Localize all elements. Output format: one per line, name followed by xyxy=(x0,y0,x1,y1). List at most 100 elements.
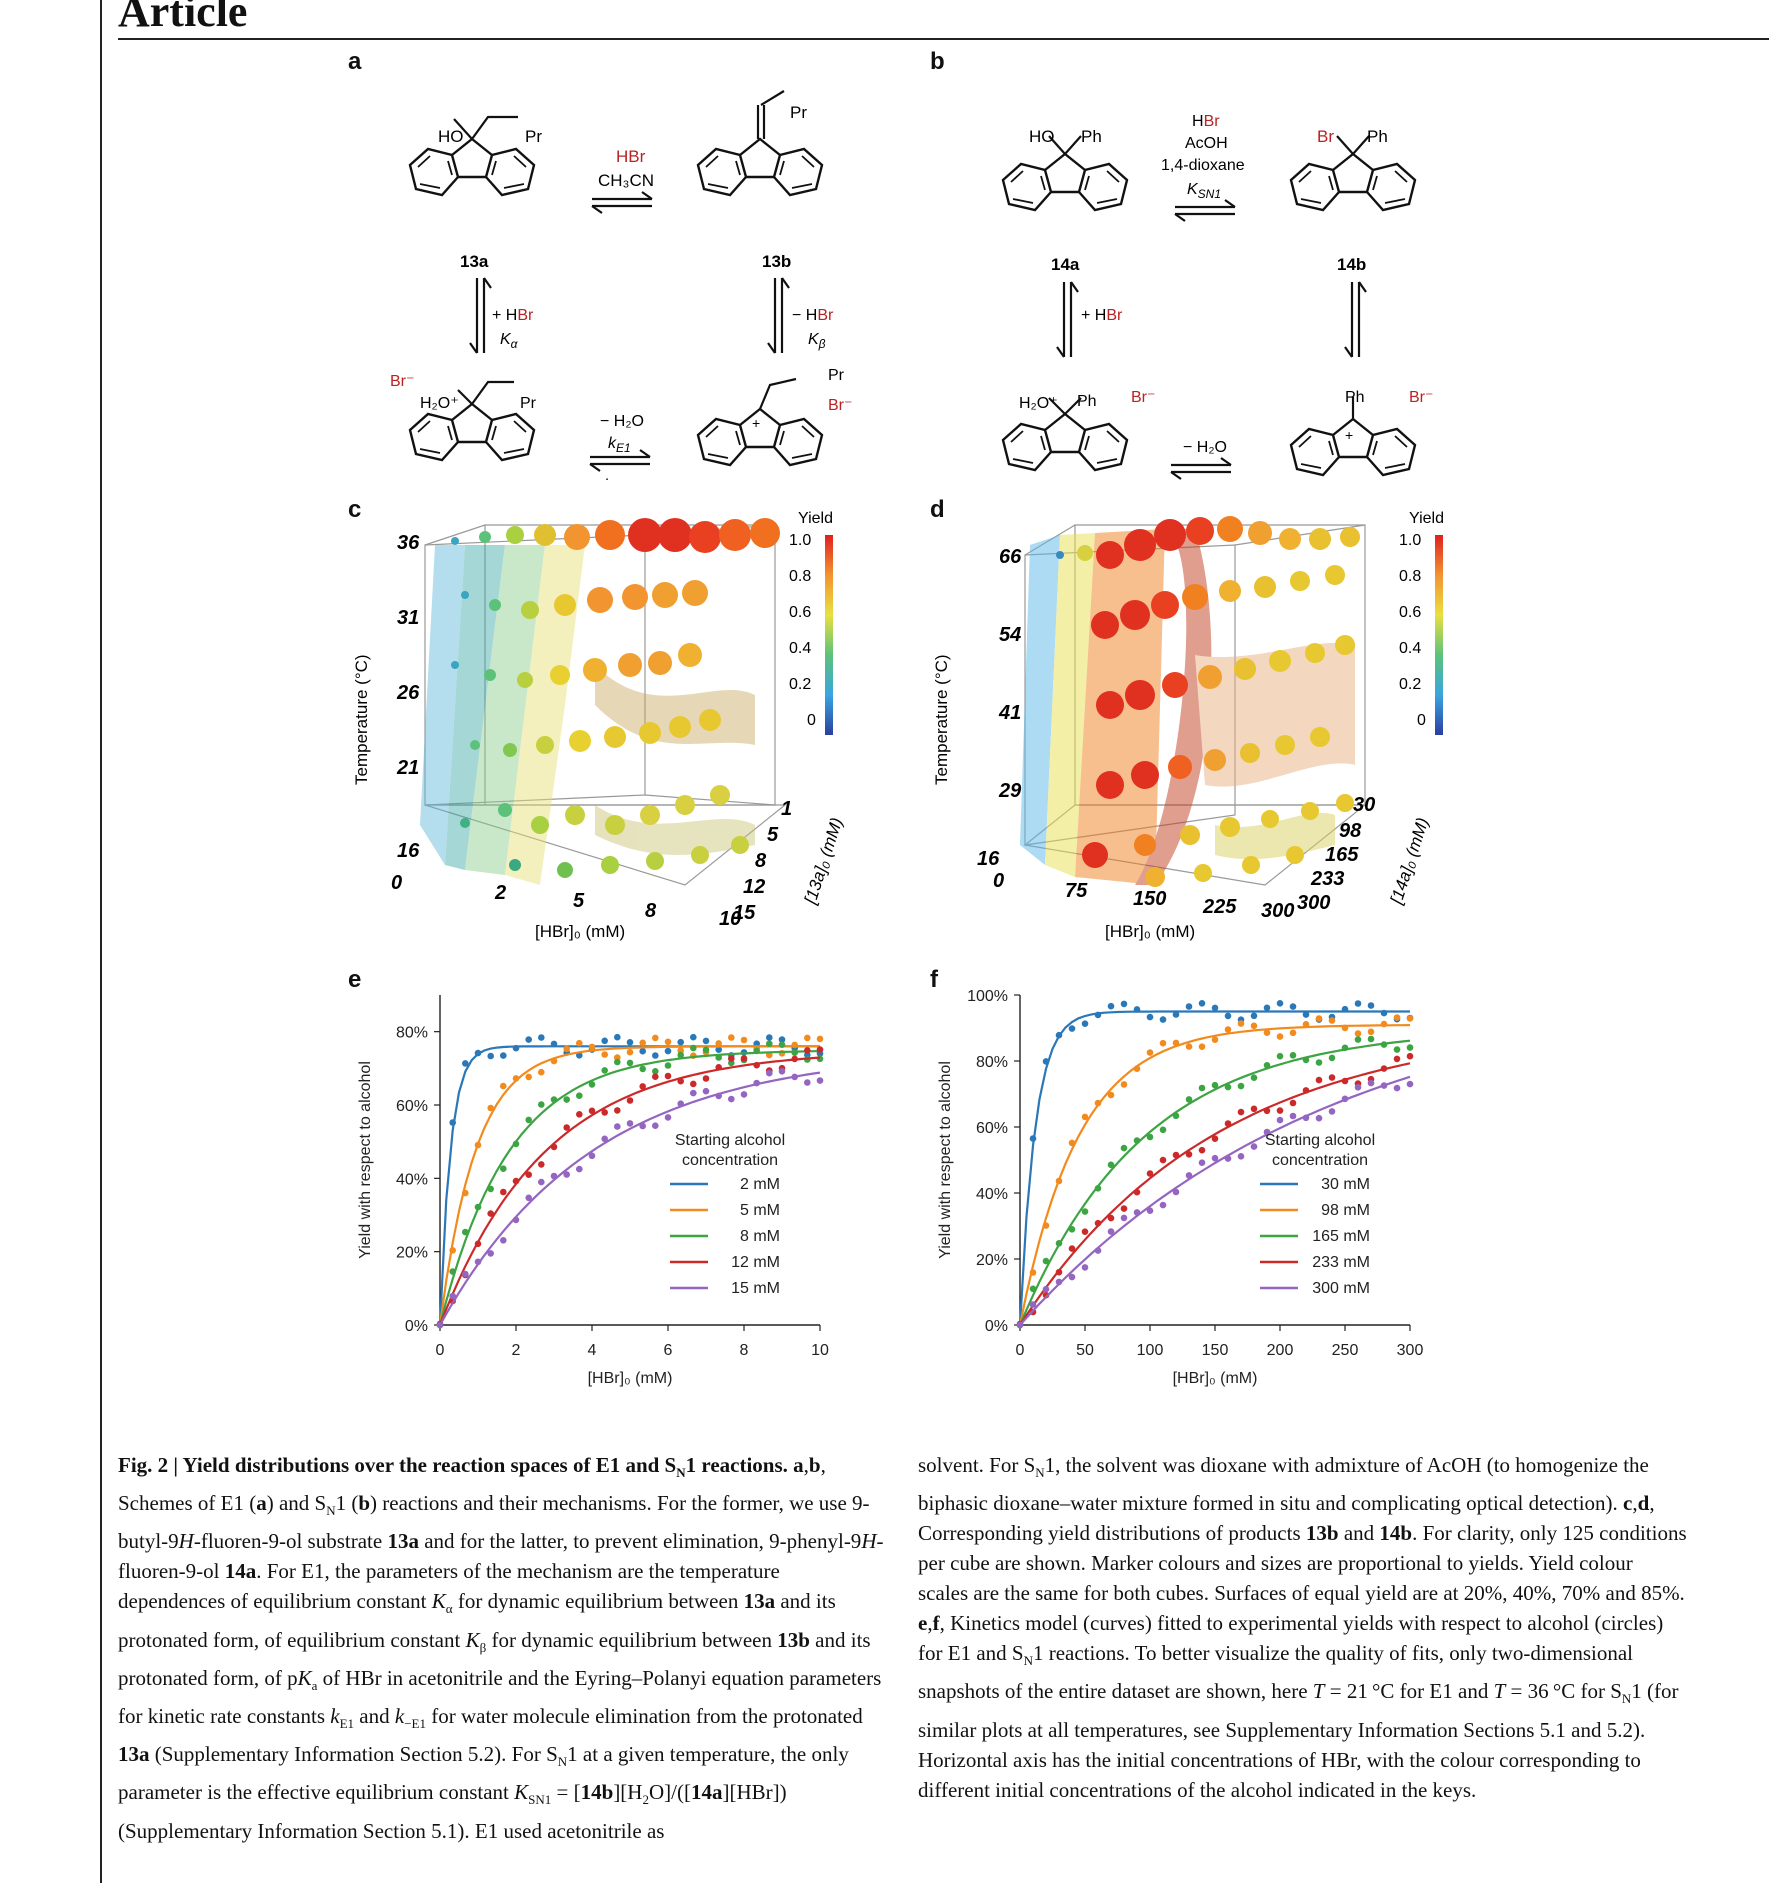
compound-14a-structure xyxy=(1001,135,1129,212)
data-point xyxy=(1120,1144,1128,1152)
x-tick-label: 150 xyxy=(1202,1342,1229,1359)
protonated-14a-structure xyxy=(1001,397,1129,472)
cube-c-cbar-1.0: 1.0 xyxy=(789,532,811,549)
data-point xyxy=(1406,1044,1414,1051)
cube-d-xlabel: [HBr]₀ (mM) xyxy=(1105,922,1195,941)
scheme-a-pr-label-2: Pr xyxy=(790,103,807,122)
cube-d-ztick-233: 233 xyxy=(1310,868,1344,890)
data-point xyxy=(753,1047,760,1055)
caption-run: . For clarity, only 125 conditions per c… xyxy=(918,1521,1687,1606)
data-point xyxy=(1289,1052,1297,1059)
scheme-a-equilibrium-top xyxy=(590,190,654,215)
caption-run: (Supplementary Information Section 5.2).… xyxy=(149,1742,558,1767)
carbocation-14a-structure xyxy=(1289,397,1417,477)
data-point xyxy=(1380,1065,1388,1072)
cube-c-isosurfaces xyxy=(420,545,755,885)
data-point xyxy=(1315,1059,1323,1066)
data-point xyxy=(1081,1264,1089,1271)
caption-run: a xyxy=(256,1491,267,1516)
data-point xyxy=(1328,1017,1336,1024)
data-point xyxy=(1094,1219,1102,1227)
caption-run: 13a xyxy=(118,1742,150,1767)
scheme-b-ph-label-2: Ph xyxy=(1367,127,1388,146)
data-point xyxy=(601,1067,608,1074)
data-point xyxy=(816,1046,824,1053)
legend-title: Starting alcohol xyxy=(675,1132,785,1149)
data-point xyxy=(677,1038,684,1046)
x-tick-label: 200 xyxy=(1267,1342,1294,1359)
data-point xyxy=(1367,1028,1375,1036)
legend-title: Starting alcohol xyxy=(1265,1132,1375,1149)
data-point xyxy=(436,1321,444,1329)
cube-c-xtick-5: 5 xyxy=(573,890,585,912)
caption-run: 14b xyxy=(1379,1521,1413,1546)
data-point xyxy=(715,1054,722,1061)
data-point xyxy=(1237,1153,1245,1160)
cube-c-cbar-0.2: 0.2 xyxy=(789,676,811,693)
panel-label-d: d xyxy=(930,496,945,523)
data-point xyxy=(791,1055,798,1063)
data-point xyxy=(550,1040,558,1048)
cube-c-xlabel: [HBr]₀ (mM) xyxy=(535,922,625,941)
data-point xyxy=(1354,1036,1362,1043)
x-axis-label: [HBr]₀ (mM) xyxy=(588,1370,673,1387)
data-point xyxy=(1094,1185,1102,1192)
data-point xyxy=(652,1052,659,1059)
caption-run: N xyxy=(557,1754,568,1770)
data-point xyxy=(1081,1228,1089,1235)
scheme-b-equilibrium-bottom xyxy=(1169,456,1233,480)
data-point xyxy=(1302,1114,1310,1122)
data-point xyxy=(474,1049,482,1057)
data-point xyxy=(1042,1257,1050,1265)
cube-d-ytick-66: 66 xyxy=(999,546,1022,568)
data-point xyxy=(1341,1095,1349,1103)
data-point xyxy=(512,1140,520,1148)
data-point xyxy=(1198,1159,1206,1166)
data-point xyxy=(1120,1205,1128,1212)
data-point xyxy=(538,1178,545,1186)
data-point xyxy=(626,1120,634,1127)
chart-e-e1-kinetics: 0% 20% 40% 60% 80% 0 2 4 6 8 10 [HBr]₀ (mM) Yield wi… xyxy=(357,995,829,1387)
data-point xyxy=(652,1068,659,1075)
caption-run: H xyxy=(178,1529,194,1554)
cube-c-xtick-10: 10 xyxy=(719,908,741,930)
caption-run: 13b xyxy=(777,1627,810,1652)
legend-title: concentration xyxy=(682,1152,778,1169)
data-point xyxy=(487,1104,494,1112)
data-point xyxy=(1302,1011,1310,1018)
panel-label-a: a xyxy=(348,48,362,75)
caption-column-2: solvent. For SN1, the solvent was dioxan… xyxy=(918,1450,1688,1805)
y-tick-label: 60% xyxy=(976,1120,1008,1137)
data-point xyxy=(1198,1084,1206,1092)
data-point xyxy=(601,1037,608,1045)
cube-c-cbar-0.8: 0.8 xyxy=(789,568,811,585)
scheme-b-ph-label-4: Ph xyxy=(1345,389,1365,406)
data-point xyxy=(1068,1273,1076,1281)
caption-run: Fig. 2 | Yield distributions over the re… xyxy=(118,1453,677,1477)
cube-c-colorbar xyxy=(825,535,833,735)
data-point xyxy=(1211,1154,1219,1162)
x-axis-label: [HBr]₀ (mM) xyxy=(1173,1370,1258,1387)
data-point xyxy=(1328,1074,1336,1081)
y-tick-label: 40% xyxy=(976,1186,1008,1203)
data-point xyxy=(626,1059,634,1067)
x-tick-label: 10 xyxy=(811,1342,829,1359)
data-point xyxy=(525,1036,532,1043)
scheme-b-equilibrium-left xyxy=(1055,280,1080,359)
y-tick-label: 80% xyxy=(396,1025,428,1042)
data-point xyxy=(652,1034,659,1042)
data-point xyxy=(1068,1245,1076,1252)
caption-column-1: Fig. 2 | Yield distributions over the re… xyxy=(118,1450,888,1846)
data-point xyxy=(1107,1214,1115,1222)
scheme-b-hbr-reagent: HBr xyxy=(1192,113,1220,130)
data-point xyxy=(1133,1209,1141,1216)
data-point xyxy=(614,1058,621,1066)
data-point xyxy=(664,1072,672,1080)
data-point xyxy=(1185,1172,1193,1179)
chart-f-sn1-kinetics: 0% 20% 40% 60% 80% 100% 0 50 100 150 200 250 300 [HBr… xyxy=(937,988,1423,1387)
data-point xyxy=(1081,1113,1089,1121)
data-point xyxy=(702,1075,710,1082)
caption-run: 1 ( xyxy=(335,1491,359,1516)
data-point xyxy=(462,1228,469,1236)
cube-c-ztick-8: 8 xyxy=(755,850,767,872)
